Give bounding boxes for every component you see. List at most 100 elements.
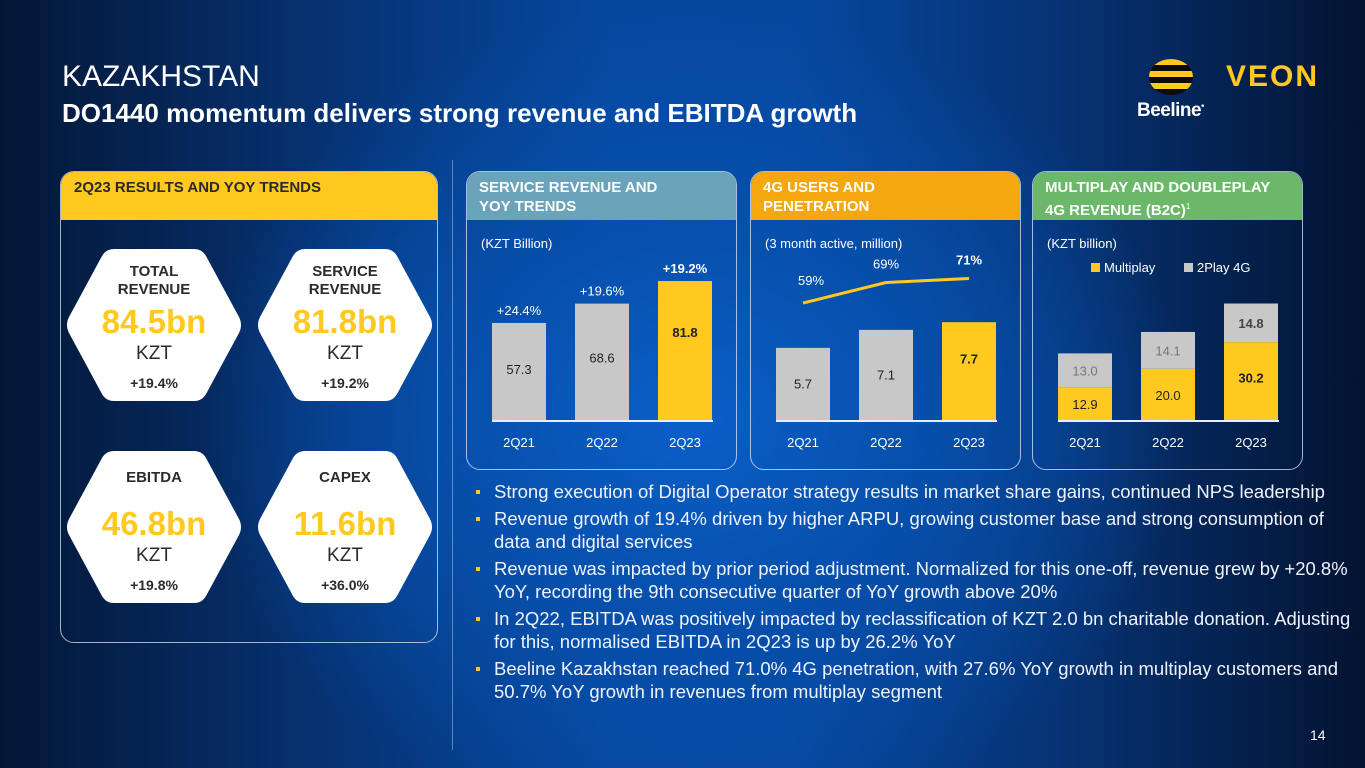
x-tick-label: 2Q21 xyxy=(1069,435,1101,450)
x-tick-label: 2Q23 xyxy=(953,435,985,450)
penetration-label: 71% xyxy=(956,252,982,267)
service-revenue-chart: 57.3 +24.4% 68.6 +19.6% 81.8 +19.2% 2Q21 2Q22 2Q… xyxy=(492,261,713,450)
bar-segment-2play-4g xyxy=(1141,331,1195,369)
bar-segment-multiplay xyxy=(1224,342,1278,421)
page-title: KAZAKHSTAN xyxy=(62,60,260,93)
bar-value-label: 12.9 xyxy=(1072,397,1097,412)
chart-title-line2-wrap: 4G REVENUE (B2C)1 xyxy=(1045,197,1302,220)
chart-unit-label: (KZT billion) xyxy=(1047,236,1117,251)
bar-2Q22 xyxy=(575,303,629,421)
key-points-list: Strong execution of Digital Operator str… xyxy=(474,480,1354,707)
4g-users-chart-panel: 4G USERS AND PENETRATION (3 month active… xyxy=(750,171,1021,470)
legend-swatch-2play-4g xyxy=(1184,263,1193,272)
x-tick-label: 2Q21 xyxy=(503,435,535,450)
bar-value-label: 14.8 xyxy=(1238,316,1263,331)
results-panel: 2Q23 RESULTS AND YOY TRENDS xyxy=(60,171,438,643)
multiplay-revenue-chart-panel: MULTIPLAY AND DOUBLEPLAY 4G REVENUE (B2C… xyxy=(1032,171,1303,470)
key-point-text: Revenue growth of 19.4% driven by higher… xyxy=(494,508,1324,552)
key-point-text: Beeline Kazakhstan reached 71.0% 4G pene… xyxy=(494,658,1338,702)
bullet-icon xyxy=(476,667,480,671)
bar-segment-multiplay xyxy=(1141,368,1195,421)
page-subtitle: DO1440 momentum delivers strong revenue … xyxy=(62,98,858,128)
penetration-line xyxy=(802,276,970,305)
legend-swatch-multiplay xyxy=(1091,263,1100,272)
yoy-growth-label: +19.2% xyxy=(663,261,708,276)
kpi-label: CAPEX xyxy=(255,469,435,487)
x-tick-label: 2Q22 xyxy=(870,435,902,450)
kpi-label-line2: REVENUE xyxy=(308,281,382,298)
kpi-value: 84.5bn xyxy=(101,303,207,340)
results-panel-title: 2Q23 RESULTS AND YOY TRENDS xyxy=(61,172,437,220)
key-point: Strong execution of Digital Operator str… xyxy=(474,480,1354,503)
bar-value-label: 7.7 xyxy=(960,352,978,367)
multiplay-revenue-chart-title: MULTIPLAY AND DOUBLEPLAY 4G REVENUE (B2C… xyxy=(1033,172,1302,220)
kpi-value: 11.6bn xyxy=(293,505,397,542)
kpi-total-revenue: TOTAL REVENUE 84.5bn KZT +19.4% xyxy=(64,245,244,405)
bar-value-label: 7.1 xyxy=(877,367,895,382)
footnote-marker: 1 xyxy=(1185,202,1191,211)
kpi-change: +36.0% xyxy=(321,577,369,593)
kpi-value: 81.8bn xyxy=(292,303,398,340)
key-point: In 2Q22, EBITDA was positively impacted … xyxy=(474,607,1354,653)
legend-label-multiplay: Multiplay xyxy=(1104,260,1156,275)
key-point-text: In 2Q22, EBITDA was positively impacted … xyxy=(494,608,1351,652)
bar-2Q21 xyxy=(492,322,546,421)
kpi-label-line1: EBITDA xyxy=(126,469,182,486)
kpi-label-line1: CAPEX xyxy=(319,469,371,486)
hexagon-shape xyxy=(67,249,241,401)
key-point: Beeline Kazakhstan reached 71.0% 4G pene… xyxy=(474,657,1354,703)
bar-value-label: 81.8 xyxy=(672,325,697,340)
kpi-label-line1: TOTAL xyxy=(129,263,179,280)
page-number: 14 xyxy=(1310,727,1326,743)
4g-users-chart-title: 4G USERS AND PENETRATION xyxy=(751,172,1020,220)
bar-value-label: 5.7 xyxy=(794,376,812,391)
hexagon-shape xyxy=(258,249,432,401)
bar-value-label: 68.6 xyxy=(589,351,614,366)
legend-label-2play-4g: 2Play 4G xyxy=(1197,260,1250,275)
beeline-striped-ball-icon xyxy=(1149,59,1193,95)
veon-wordmark: VEON xyxy=(1226,60,1320,93)
bar-2Q22 xyxy=(859,329,913,421)
kpi-label: SERVICE REVENUE xyxy=(255,263,435,299)
chart-title-line2: 4G REVENUE (B2C) xyxy=(1045,202,1186,219)
chart-unit-label: (3 month active, million) xyxy=(765,236,903,251)
multiplay-revenue-chart: 12.9 13.0 20.0 14.1 30.2 14.8 Multiplay 2Play 4… xyxy=(1058,260,1279,450)
chart-title-line2: PENETRATION xyxy=(763,198,870,215)
chart-unit-label: (KZT Billion) xyxy=(481,236,553,251)
hexagon-shape xyxy=(258,451,432,603)
beeline-mark: • xyxy=(1201,100,1204,111)
bar-value-label: 13.0 xyxy=(1072,363,1097,378)
bar-segment-multiplay xyxy=(1058,387,1112,421)
yoy-growth-label: +24.4% xyxy=(497,303,542,318)
x-tick-label: 2Q22 xyxy=(586,435,618,450)
bar-value-label: 57.3 xyxy=(506,362,531,377)
kpi-value: 46.8bn xyxy=(101,505,207,542)
key-point-text: Revenue was impacted by prior period adj… xyxy=(494,558,1348,602)
bullet-icon xyxy=(476,617,480,621)
kpi-label-line2: REVENUE xyxy=(117,281,191,298)
bar-2Q23 xyxy=(942,322,996,421)
key-point: Revenue was impacted by prior period adj… xyxy=(474,557,1354,603)
4g-users-chart: 5.7 7.1 7.7 59% 69% 71% 2Q21 2Q22 2Q23 xyxy=(776,252,997,450)
bullet-icon xyxy=(476,490,480,494)
vertical-divider xyxy=(452,160,453,750)
bar-segment-2play-4g xyxy=(1058,353,1112,388)
kpi-change: +19.4% xyxy=(130,375,178,391)
kpi-label-line1: SERVICE xyxy=(312,263,378,280)
kpi-unit: KZT xyxy=(327,545,363,566)
service-revenue-chart-panel: SERVICE REVENUE AND YOY TRENDS (KZT Bill… xyxy=(466,171,737,470)
chart-title-line1: 4G USERS AND xyxy=(763,179,875,196)
bullet-icon xyxy=(476,517,480,521)
chart-title-line1: SERVICE REVENUE AND xyxy=(479,179,658,196)
bar-value-label: 14.1 xyxy=(1155,343,1180,358)
bar-2Q21 xyxy=(776,347,830,421)
x-tick-label: 2Q23 xyxy=(669,435,701,450)
x-tick-label: 2Q22 xyxy=(1152,435,1184,450)
x-tick-label: 2Q21 xyxy=(787,435,819,450)
service-revenue-chart-title: SERVICE REVENUE AND YOY TRENDS xyxy=(467,172,736,220)
kpi-label: TOTAL REVENUE xyxy=(64,263,244,299)
bar-value-label: 20.0 xyxy=(1155,388,1180,403)
kpi-change: +19.2% xyxy=(321,375,369,391)
bullet-icon xyxy=(476,567,480,571)
bar-value-label: 30.2 xyxy=(1238,371,1263,386)
